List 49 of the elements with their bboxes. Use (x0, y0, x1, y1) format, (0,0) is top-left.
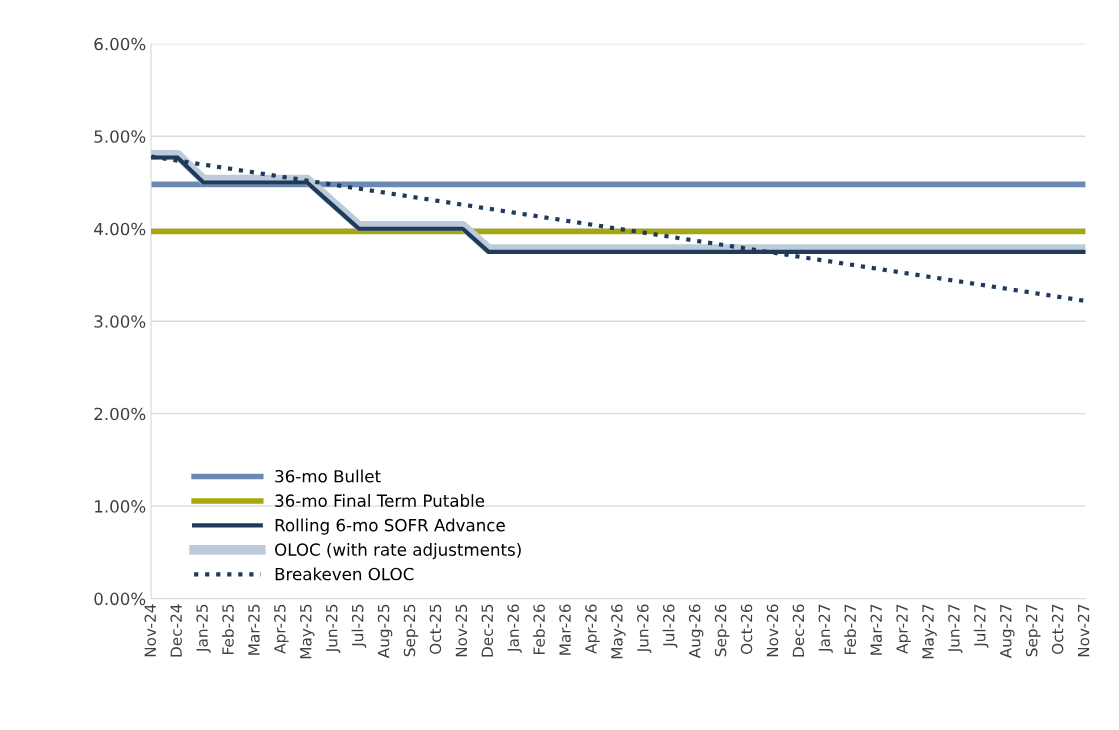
x-tick-label: Dec-26 (792, 604, 805, 657)
y-tick-label: 6.00% (94, 37, 146, 51)
legend-label: OLOC (with rate adjustments) (275, 543, 521, 560)
x-tick-label: Jun-25 (325, 604, 341, 654)
x-tick-label: Mar-25 (248, 604, 260, 655)
x-tick-label: Jul-25 (351, 604, 367, 648)
x-tick-label: Aug-25 (377, 604, 393, 659)
x-tick-label: Apr-27 (896, 604, 911, 654)
x-tick-label: Jun-27 (948, 604, 963, 654)
x-tick-label: Oct-25 (429, 604, 442, 654)
x-tick-label: Nov-25 (455, 604, 468, 657)
y-tick-label: 4.00% (94, 222, 146, 236)
x-tick-label: May-25 (300, 604, 315, 659)
y-tick-label: 0.00% (94, 592, 146, 606)
x-tick-label: Aug-27 (1000, 604, 1015, 659)
x-tick-label: Apr-26 (585, 604, 600, 654)
x-tick-label: May-27 (922, 604, 937, 659)
x-tick-label: Jan-26 (507, 604, 522, 653)
x-tick-label: Nov-26 (766, 604, 779, 657)
x-tick-label: Aug-26 (688, 604, 704, 659)
x-tick-label: Nov-27 (1077, 604, 1090, 657)
y-tick-label: 5.00% (94, 130, 146, 143)
x-tick-label: Jul-26 (662, 604, 678, 648)
y-tick-label: 2.00% (94, 407, 146, 421)
x-tick-label: Sep-26 (714, 604, 730, 657)
x-tick-label: Sep-25 (403, 604, 419, 657)
x-tick-label: Nov-24 (144, 604, 157, 657)
x-tick-label: Mar-27 (870, 604, 882, 655)
x-tick-label: Dec-25 (481, 604, 494, 657)
legend-label: 36-mo Final Term Putable (275, 494, 485, 507)
x-tick-label: Feb-27 (844, 604, 857, 654)
x-tick-label: Oct-26 (740, 604, 753, 654)
legend-label: Breakeven OLOC (275, 567, 414, 581)
x-tick-label: Jan-25 (196, 604, 211, 653)
x-tick-label: Jun-26 (637, 604, 652, 654)
y-tick-label: 1.00% (95, 500, 146, 513)
x-tick-label: Mar-26 (559, 604, 571, 655)
legend-label: Rolling 6-mo SOFR Advance (275, 518, 505, 535)
x-tick-label: Apr-25 (274, 604, 289, 654)
x-tick-label: Jul-27 (973, 604, 989, 648)
legend-label: 36-mo Bullet (275, 469, 381, 483)
x-tick-label: Feb-26 (533, 604, 545, 654)
x-tick-label: Feb-25 (221, 604, 234, 654)
x-tick-label: Oct-27 (1051, 604, 1064, 654)
y-tick-label: 3.00% (94, 315, 146, 328)
x-tick-label: May-26 (611, 604, 626, 659)
x-tick-label: Sep-27 (1025, 604, 1041, 657)
x-tick-label: Dec-24 (170, 604, 182, 657)
x-tick-label: Jan-27 (818, 604, 833, 653)
